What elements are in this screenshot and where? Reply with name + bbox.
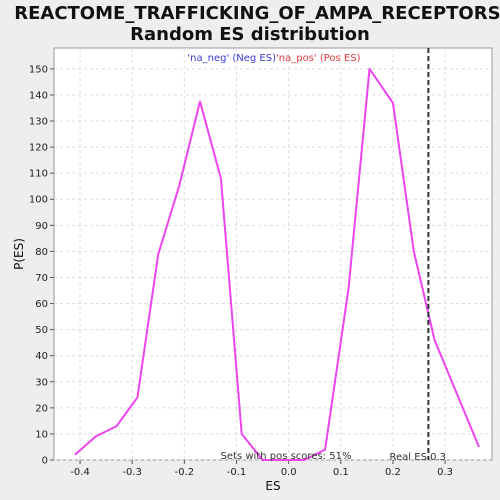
legend-entry-neg: 'na_neg' (Neg ES) xyxy=(187,53,276,64)
x-tick-label: 0.3 xyxy=(437,467,453,478)
y-tick-label: 110 xyxy=(29,169,48,180)
y-tick-label: 90 xyxy=(35,221,48,232)
y-tick-label: 130 xyxy=(29,117,48,128)
y-tick-label: 20 xyxy=(35,403,48,414)
y-tick-label: 140 xyxy=(29,90,48,101)
legend-entry-pos: 'na_pos' (Pos ES) xyxy=(276,53,361,64)
y-tick-label: 120 xyxy=(29,143,48,154)
x-axis-label: ES xyxy=(265,479,280,493)
x-tick-label: -0.3 xyxy=(122,467,142,478)
y-axis: 0 10 20 30 40 50 60 70 80 90 100 110 120 130 140 150 xyxy=(29,64,54,467)
x-tick-label: 0.0 xyxy=(281,467,297,478)
x-tick-label: -0.2 xyxy=(175,467,195,478)
x-tick-label: 0.1 xyxy=(333,467,349,478)
y-tick-label: 30 xyxy=(35,377,48,388)
y-tick-label: 0 xyxy=(42,456,48,467)
y-tick-label: 10 xyxy=(35,429,48,440)
legend: 'na_neg' (Neg ES) 'na_pos' (Pos ES) xyxy=(187,53,360,64)
real-es-label: Real ES 0.3 xyxy=(390,452,446,463)
y-tick-label: 150 xyxy=(29,64,48,75)
y-tick-label: 50 xyxy=(35,325,48,336)
series-line-0 xyxy=(74,67,480,461)
grid xyxy=(54,48,492,461)
y-tick-label: 70 xyxy=(35,273,48,284)
y-tick-label: 60 xyxy=(35,299,48,310)
y-axis-label: P(ES) xyxy=(12,238,26,270)
sets-pos-scores-label: Sets with pos scores: 51% xyxy=(221,451,352,462)
series-group xyxy=(74,67,480,461)
chart-title-line2: Random ES distribution xyxy=(130,24,370,45)
x-axis: -0.4 -0.3 -0.2 -0.1 0.0 0.1 0.2 0.3 xyxy=(70,460,453,478)
x-tick-label: -0.4 xyxy=(70,467,90,478)
x-tick-label: 0.2 xyxy=(385,467,401,478)
y-tick-label: 80 xyxy=(35,247,48,258)
plot-area xyxy=(53,47,493,461)
y-tick-label: 100 xyxy=(29,195,48,206)
chart-title-line1: REACTOME_TRAFFICKING_OF_AMPA_RECEPTORS: xyxy=(14,3,500,24)
y-tick-label: 40 xyxy=(35,351,48,362)
x-tick-label: -0.1 xyxy=(227,467,247,478)
